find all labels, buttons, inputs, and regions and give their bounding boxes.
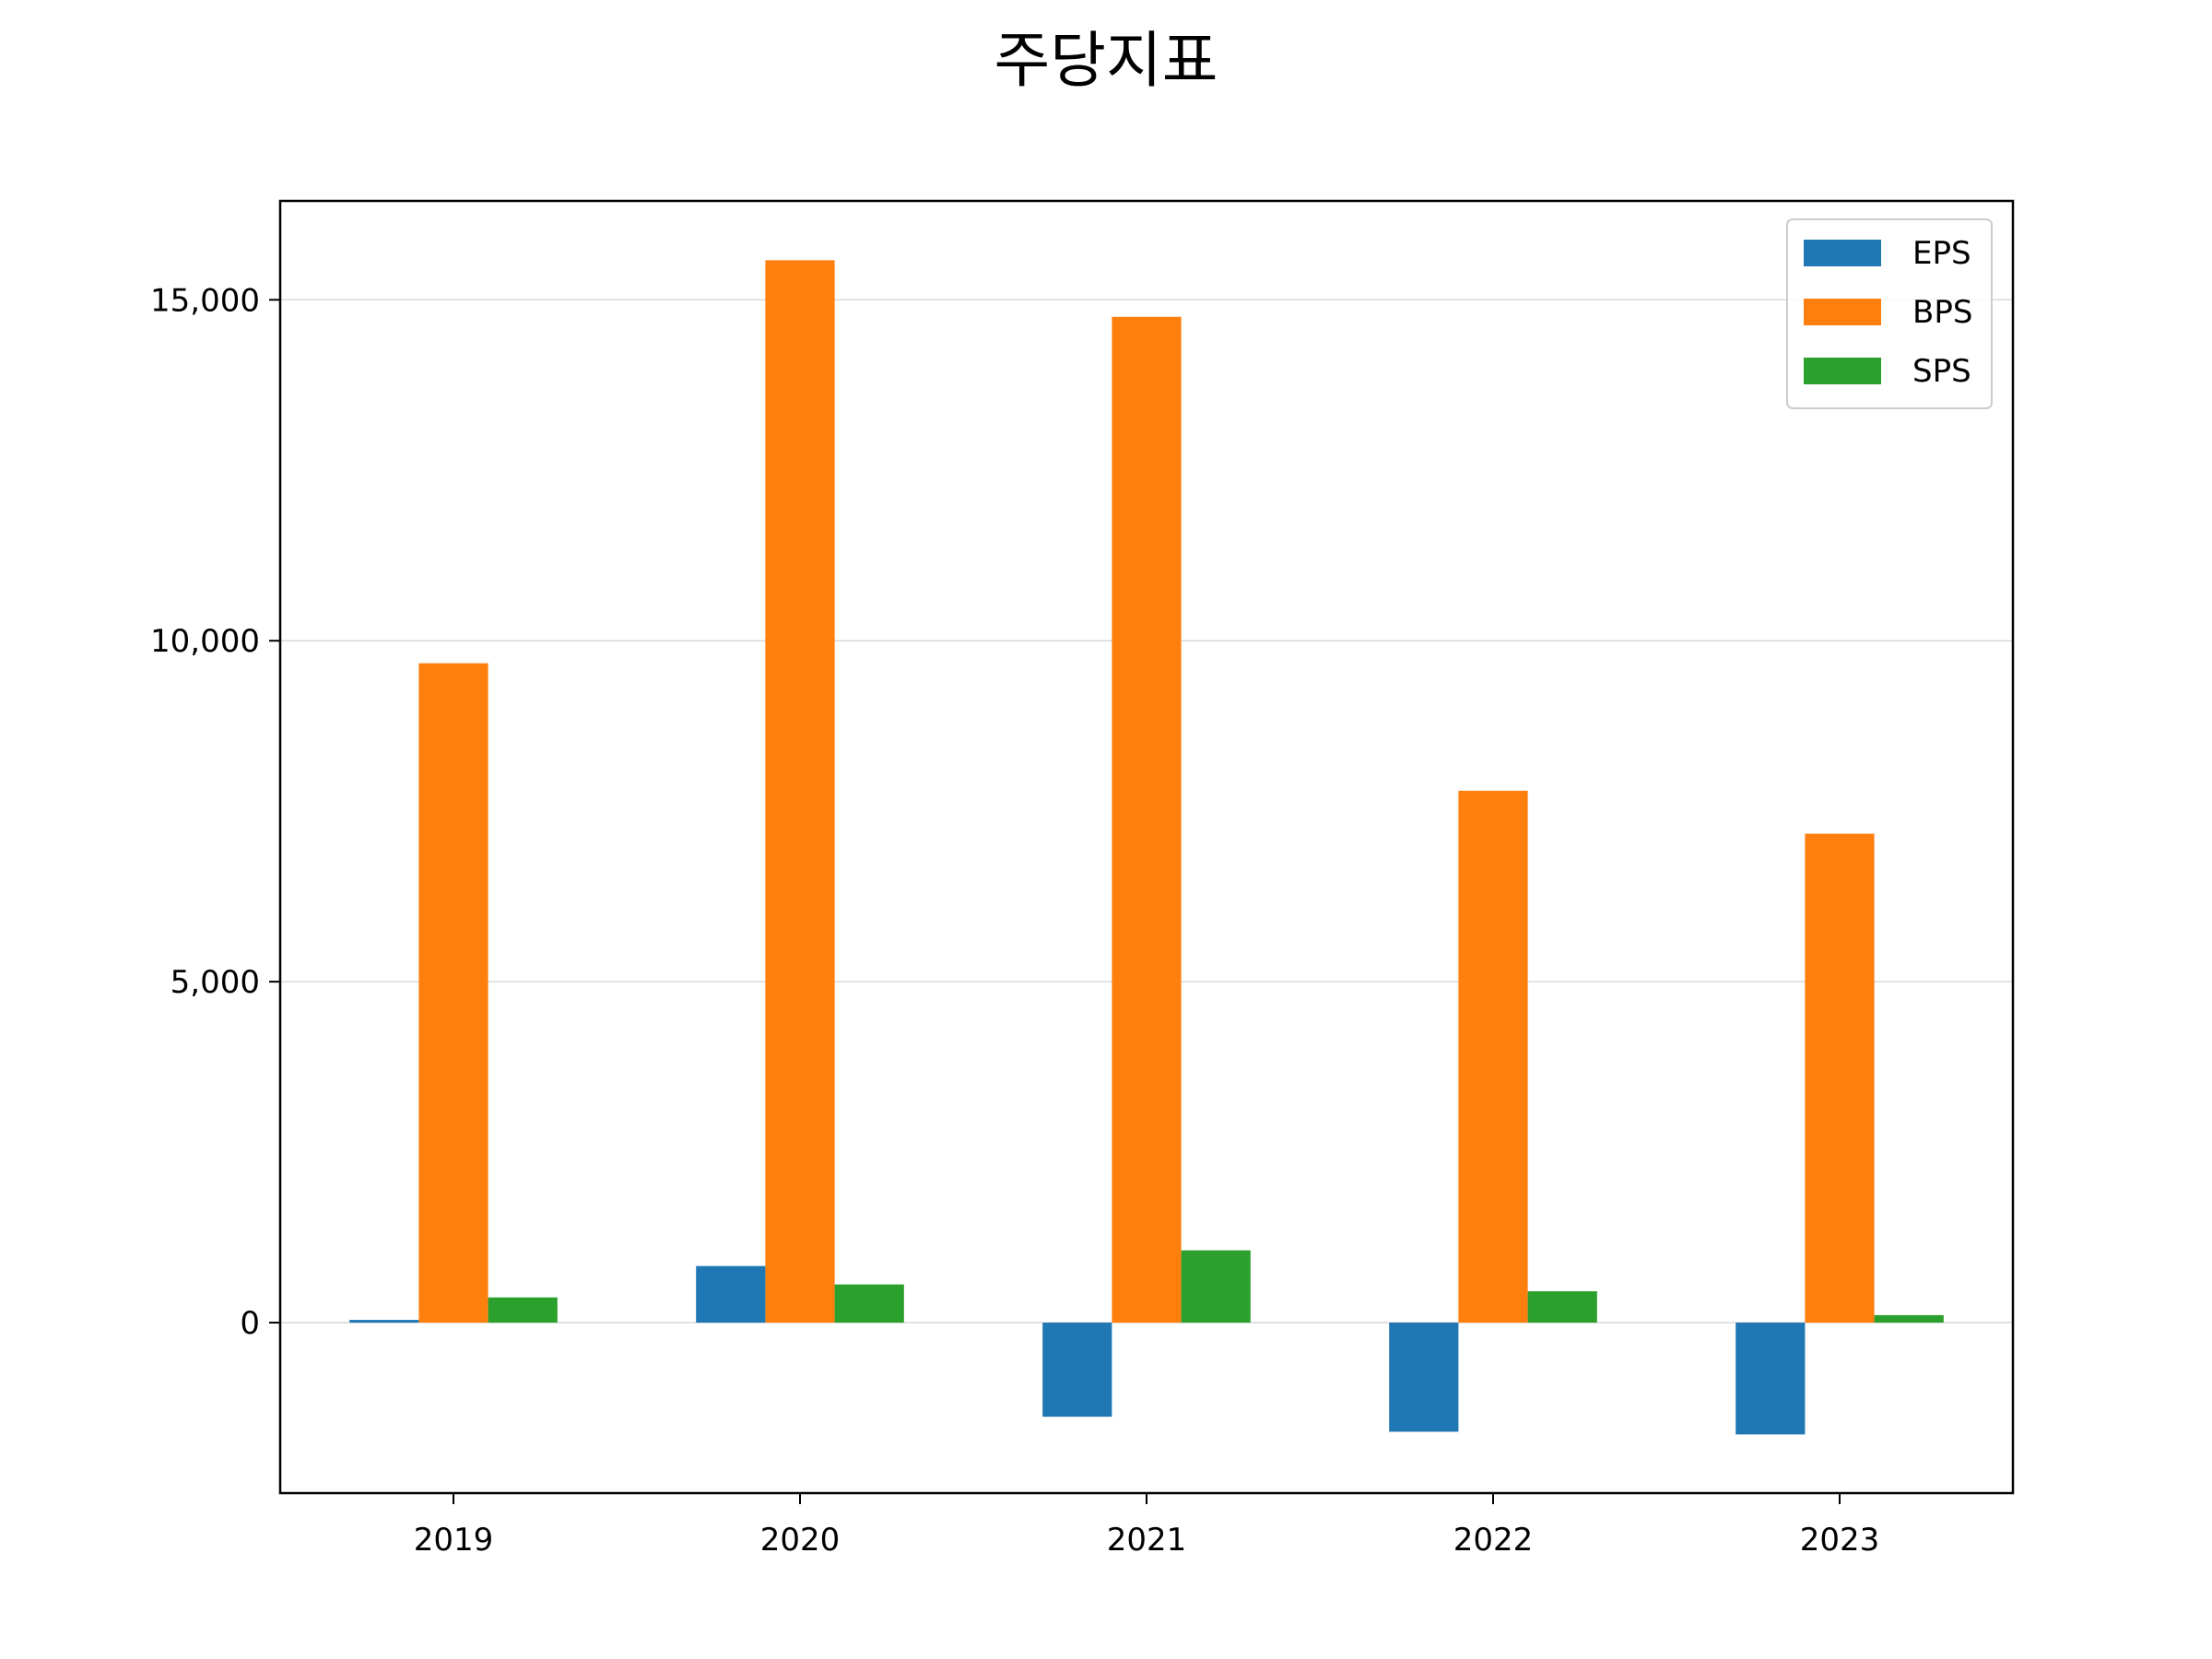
- x-tick-label: 2019: [414, 1522, 494, 1559]
- legend: EPS BPS SPS: [1786, 218, 1993, 409]
- bar-bps-2021: [1112, 316, 1182, 1324]
- y-tick-label: 0: [240, 1305, 260, 1342]
- legend-label-sps: SPS: [1912, 353, 1971, 390]
- bar-bps-2022: [1458, 790, 1528, 1324]
- x-tick-label: 2020: [760, 1522, 841, 1559]
- bar-bps-2023: [1805, 833, 1875, 1324]
- legend-label-eps: EPS: [1912, 235, 1971, 272]
- x-tick-label: 2023: [1800, 1522, 1880, 1559]
- bar-sps-2019: [488, 1297, 558, 1324]
- bar-eps-2021: [1042, 1323, 1112, 1418]
- bar-sps-2023: [1874, 1314, 1944, 1324]
- bar-sps-2022: [1527, 1291, 1597, 1324]
- x-axis: 2019 2020 2021 2022 2023: [414, 1493, 1880, 1559]
- bar-eps-2019: [349, 1320, 419, 1324]
- y-axis: 0 5,000 10,000 15,000: [150, 282, 280, 1342]
- legend-swatch-bps: [1804, 299, 1881, 325]
- bar-sps-2020: [834, 1284, 904, 1324]
- legend-swatch-eps: [1804, 240, 1881, 266]
- bars: [349, 260, 1944, 1435]
- legend-label-bps: BPS: [1912, 294, 1972, 331]
- bar-sps-2021: [1181, 1250, 1251, 1324]
- chart-title: 주당지표: [994, 25, 1218, 96]
- x-tick-label: 2021: [1107, 1522, 1187, 1559]
- y-tick-label: 15,000: [150, 282, 260, 319]
- y-tick-label: 10,000: [150, 623, 260, 660]
- bar-bps-2019: [418, 663, 488, 1324]
- bar-eps-2023: [1735, 1323, 1806, 1435]
- bar-eps-2020: [696, 1265, 766, 1324]
- legend-swatch-sps: [1804, 358, 1881, 384]
- bar-eps-2022: [1389, 1323, 1459, 1432]
- x-tick-label: 2022: [1453, 1522, 1534, 1559]
- bar-bps-2020: [765, 260, 835, 1324]
- y-tick-label: 5,000: [171, 964, 260, 1001]
